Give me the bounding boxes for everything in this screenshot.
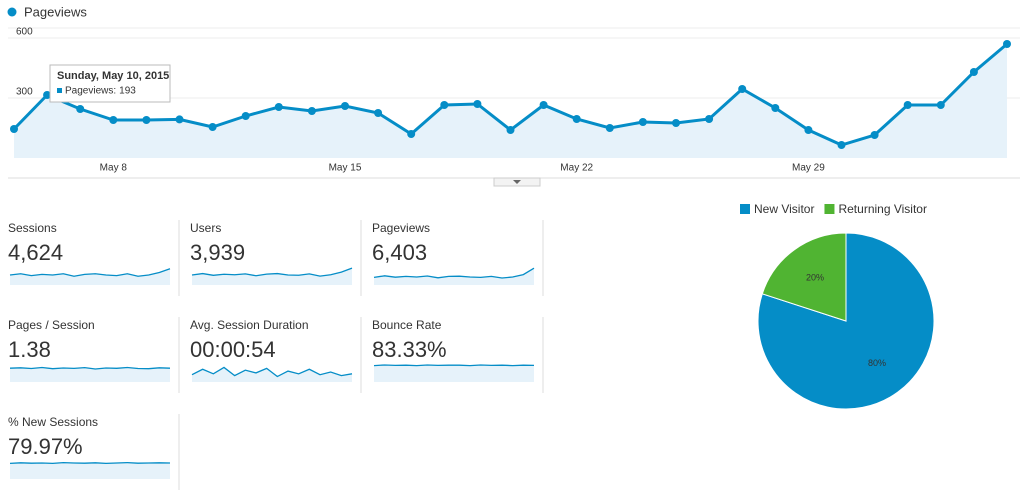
sparkline (9, 366, 171, 370)
area (14, 44, 1007, 158)
point (241, 112, 250, 120)
point (969, 68, 978, 76)
point (473, 100, 482, 108)
point (307, 107, 316, 115)
x-tick-label: May 29 (792, 163, 825, 174)
point (109, 116, 118, 124)
metric-label: % New Sessions (8, 415, 98, 429)
sparkline (191, 366, 353, 378)
metric-value: 83.33% (372, 337, 447, 362)
tooltip-date: Sunday, May 10, 2015 (57, 70, 169, 82)
point (43, 91, 52, 99)
point (539, 101, 548, 109)
slice-label: 20% (806, 273, 824, 283)
sparkline (9, 461, 171, 465)
sparkline-area (192, 367, 352, 382)
tooltip-box (49, 64, 171, 103)
metric-value: 79.97% (8, 434, 83, 459)
x-tick-label: May 22 (560, 163, 593, 174)
sparkline (191, 267, 353, 277)
pageviews-chart: Pageviews 300 600 May 8 May 15 May 22 May 29 (7, 4, 1020, 174)
point (175, 115, 184, 124)
metric-card: % New Sessions 79.97% (8, 414, 180, 490)
point (936, 101, 945, 109)
point (10, 125, 18, 133)
sparkline (9, 268, 171, 277)
metric-value: 6,403 (372, 240, 427, 265)
tooltip-swatch (57, 88, 62, 93)
metric-label: Sessions (8, 221, 57, 235)
metric-label: Avg. Session Duration (190, 318, 309, 332)
point (605, 124, 614, 132)
legend-label: Pageviews (24, 4, 87, 19)
point (572, 115, 581, 123)
sparkline-area (10, 367, 170, 382)
point (506, 126, 515, 134)
point (142, 116, 151, 124)
sparkline-area (10, 462, 170, 479)
metric-card: Bounce Rate 83.33% (372, 317, 544, 393)
legend-label: New Visitor (754, 202, 814, 216)
sparkline (373, 267, 535, 279)
point (208, 123, 217, 131)
metric-value: 4,624 (8, 240, 63, 265)
legend-swatch (824, 204, 835, 214)
point (638, 118, 647, 126)
metric-label: Bounce Rate (372, 318, 442, 332)
visitor-pie: New Visitor Returning Visitor 80% 20% (740, 202, 935, 410)
tooltip-value: 193 (119, 86, 136, 97)
sparkline (373, 364, 535, 367)
point (771, 104, 780, 112)
legend-label: Returning Visitor (838, 202, 927, 216)
point (407, 130, 416, 138)
tooltip: Sunday, May 10, 2015 Pageviews: 193 (49, 64, 171, 103)
metric-value: 3,939 (190, 240, 245, 265)
metrics: Sessions4,624Users3,939Pageviews6,403Pag… (8, 220, 544, 490)
legend-dot (7, 7, 17, 17)
point (76, 105, 85, 113)
point (837, 141, 846, 149)
sparkline-area (10, 268, 170, 285)
sparkline-area (192, 268, 352, 285)
collapse-arrow (513, 180, 521, 184)
x-tick-label: May 15 (329, 163, 362, 174)
x-tick-label: May 8 (100, 163, 128, 174)
metric-card: Pageviews 6,403 (372, 220, 544, 296)
legend-swatch (740, 204, 750, 214)
pie-slice (761, 232, 847, 322)
metric-card: Sessions 4,624 (8, 220, 180, 296)
y-tick-label: 300 (16, 87, 33, 98)
metric-label: Pageviews (372, 221, 430, 235)
metric-label: Pages / Session (8, 318, 95, 332)
slice-label: 80% (868, 358, 886, 368)
metric-label: Users (190, 221, 221, 235)
point (705, 115, 714, 123)
point (870, 131, 879, 139)
point (804, 126, 813, 134)
point (374, 109, 383, 117)
tooltip-label: Pageviews: (65, 86, 116, 97)
metric-value: 00:00:54 (190, 337, 276, 362)
metric-card: Pages / Session 1.38 (8, 317, 180, 393)
point (341, 102, 349, 110)
point (274, 103, 283, 111)
metric-value: 1.38 (8, 337, 51, 362)
point (672, 119, 680, 127)
point (738, 85, 747, 93)
y-tick-label: 600 (16, 27, 33, 38)
metric-card: Users 3,939 (190, 220, 362, 296)
point (1003, 40, 1011, 48)
metric-card: Avg. Session Duration 00:00:54 (190, 317, 362, 393)
point (440, 101, 449, 109)
point (903, 101, 912, 109)
sparkline-area (374, 365, 534, 382)
